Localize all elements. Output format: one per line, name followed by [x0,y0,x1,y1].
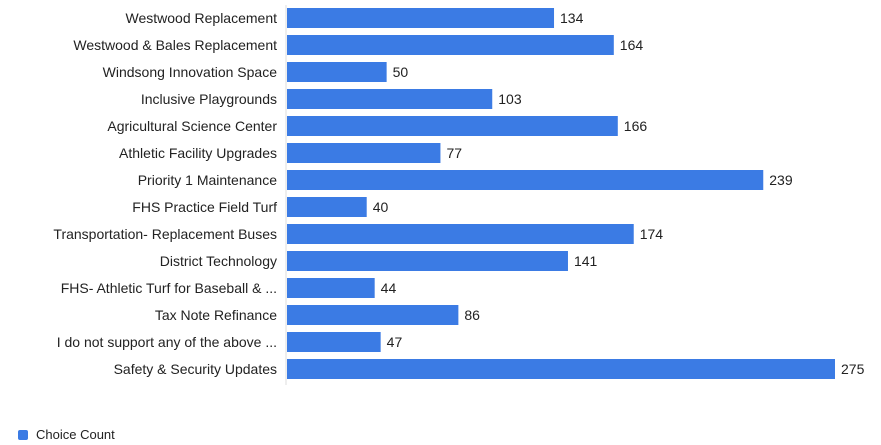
category-label: Tax Note Refinance [155,307,277,323]
category-label: I do not support any of the above ... [57,334,277,350]
category-label: Westwood & Bales Replacement [73,37,277,53]
category-label: Athletic Facility Upgrades [119,145,277,161]
value-label: 77 [446,145,462,161]
value-label: 174 [640,226,664,242]
category-label: District Technology [160,253,277,269]
bar[interactable] [287,8,555,28]
category-label: Inclusive Playgrounds [141,91,277,107]
value-label: 47 [387,334,403,350]
category-label: FHS- Athletic Turf for Baseball & ... [61,280,277,296]
category-label: Safety & Security Updates [114,361,277,377]
category-label: Agricultural Science Center [107,118,277,134]
value-label: 103 [498,91,522,107]
value-label: 50 [393,64,409,80]
value-label: 44 [381,280,397,296]
bars-group: Westwood Replacement 134 Westwood & Bales … [53,8,865,379]
bar-chart: Westwood Replacement 134 Westwood & Bales … [53,5,865,385]
category-label: Windsong Innovation Space [103,64,278,80]
value-label: 134 [560,10,584,26]
value-label: 141 [574,253,598,269]
bar[interactable] [287,305,459,325]
legend: Choice Count [18,427,115,442]
bar[interactable] [287,116,618,136]
bar[interactable] [287,332,381,352]
bar[interactable] [287,224,634,244]
legend-swatch-icon [18,429,28,440]
legend-label: Choice Count [36,427,115,442]
bar[interactable] [287,62,387,82]
category-label: FHS Practice Field Turf [132,199,277,215]
value-label: 239 [769,172,793,188]
value-label: 275 [841,361,865,377]
bar[interactable] [287,359,835,379]
bar[interactable] [287,35,614,55]
bar[interactable] [287,197,367,217]
value-label: 166 [624,118,648,134]
bar[interactable] [287,170,764,190]
value-label: 40 [373,199,389,215]
category-label: Westwood Replacement [126,10,278,26]
value-label: 164 [620,37,644,53]
category-label: Transportation- Replacement Buses [53,226,277,242]
category-label: Priority 1 Maintenance [138,172,278,188]
bar[interactable] [287,251,568,271]
value-label: 86 [464,307,480,323]
bar[interactable] [287,143,441,163]
bar[interactable] [287,278,375,298]
bar[interactable] [287,89,493,109]
